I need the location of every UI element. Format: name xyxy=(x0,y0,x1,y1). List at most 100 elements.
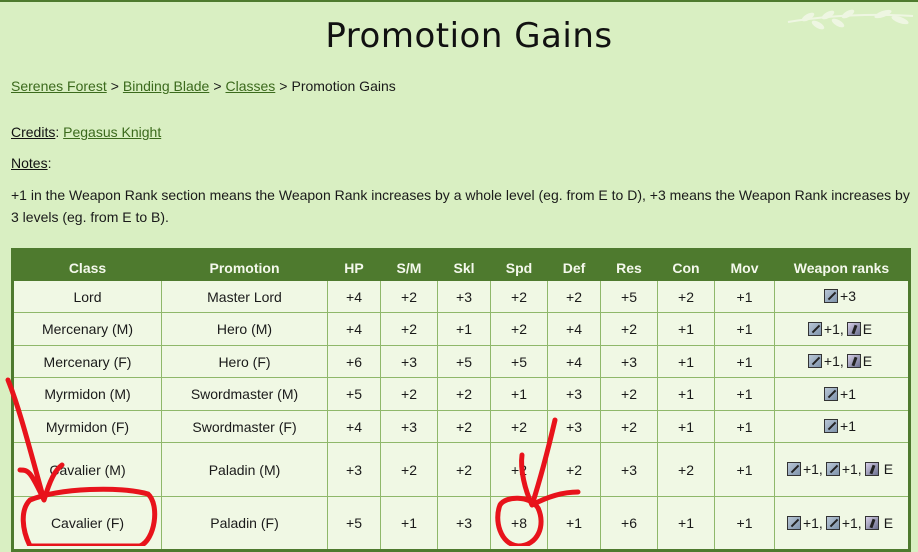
cell-mov: +1 xyxy=(714,280,775,313)
cell-spd: +2 xyxy=(490,312,548,346)
weapon-rank-item: +1, xyxy=(807,320,847,338)
cell-promotion: Paladin (F) xyxy=(161,496,328,551)
cell-def: +3 xyxy=(547,410,601,443)
cell-s-m: +3 xyxy=(380,345,438,378)
weapon-ranks-list: +1 xyxy=(824,385,859,403)
cell-mov: +1 xyxy=(714,345,775,378)
cell-spd: +2 xyxy=(490,442,548,497)
weapon-rank-value: E xyxy=(862,353,873,369)
column-header-weapon-ranks: Weapon ranks xyxy=(774,248,910,281)
breadcrumb-current: Promotion Gains xyxy=(291,78,396,94)
cell-def: +4 xyxy=(547,312,601,346)
cell-class: Cavalier (M) xyxy=(12,442,162,497)
weapon-ranks-list: +1, E xyxy=(807,320,875,338)
column-header-class: Class xyxy=(12,248,162,281)
cell-weapon-ranks: +1, E xyxy=(774,312,910,346)
weapon-ranks-list: +1, +1, E xyxy=(786,514,897,532)
cell-class: Myrmidon (M) xyxy=(12,377,162,411)
notes-text: +1 in the Weapon Rank section means the … xyxy=(11,187,910,225)
staff-icon xyxy=(846,321,861,336)
cell-con: +2 xyxy=(657,442,715,497)
cell-skl: +2 xyxy=(437,442,491,497)
breadcrumb-separator: > xyxy=(279,78,288,94)
cell-mov: +1 xyxy=(714,312,775,346)
weapon-rank-item: E xyxy=(846,320,875,338)
cell-promotion: Swordmaster (M) xyxy=(161,377,328,411)
cell-skl: +5 xyxy=(437,345,491,378)
credits-label[interactable]: Credits xyxy=(11,124,56,140)
cell-con: +2 xyxy=(657,280,715,313)
weapon-rank-item: +1, xyxy=(825,460,865,478)
credits-line: Credits: Pegasus Knight xyxy=(11,124,162,140)
weapon-rank-value: E xyxy=(862,320,873,337)
weapon-rank-value: +1, xyxy=(802,514,823,531)
breadcrumb-link-classes[interactable]: Classes xyxy=(225,78,276,94)
cell-res: +2 xyxy=(600,312,658,346)
column-header-skl: Skl xyxy=(437,248,491,281)
weapon-rank-item: +1 xyxy=(824,417,859,435)
weapon-ranks-list: +1 xyxy=(824,417,859,435)
table-row: Myrmidon (F) Swordmaster (F) +4 +3 +2 +2 +3 +2 +… xyxy=(12,410,910,443)
weapon-rank-item: +1 xyxy=(824,385,859,403)
weapon-rank-value: E xyxy=(883,461,894,477)
weapon-ranks-list: +3 xyxy=(824,287,859,305)
cell-res: +2 xyxy=(600,410,658,443)
cell-hp: +5 xyxy=(327,496,381,551)
cell-res: +3 xyxy=(600,345,658,378)
breadcrumb-link-serenes-forest[interactable]: Serenes Forest xyxy=(11,78,107,94)
weapon-rank-item: +1, xyxy=(786,514,826,532)
lance-icon xyxy=(807,354,822,368)
table-row: Cavalier (F) Paladin (F) +5 +1 +3 +8 +1 +6 +1 +1 +… xyxy=(12,496,910,551)
cell-hp: +5 xyxy=(327,377,381,411)
weapon-rank-value: +1, xyxy=(823,320,844,337)
cell-mov: +1 xyxy=(714,496,775,551)
weapon-ranks-list: +1, +1, E xyxy=(786,460,897,478)
cell-s-m: +2 xyxy=(380,280,438,313)
cell-s-m: +1 xyxy=(380,496,438,551)
weapon-rank-value: +1 xyxy=(840,418,856,434)
cell-promotion: Master Lord xyxy=(161,280,328,313)
weapon-rank-item: +3 xyxy=(824,287,859,305)
table-row: Mercenary (M) Hero (M) +4 +2 +1 +2 +4 +2 +1 +1 +1,… xyxy=(12,312,910,346)
cell-res: +5 xyxy=(600,280,658,313)
weapon-rank-item: E xyxy=(884,460,896,478)
lance-icon xyxy=(824,289,839,303)
cell-class: Cavalier (F) xyxy=(12,496,162,551)
cell-promotion: Paladin (M) xyxy=(161,442,328,497)
weapon-rank-value: +3 xyxy=(840,288,856,304)
notes-label[interactable]: Notes xyxy=(11,155,48,171)
cell-promotion: Hero (F) xyxy=(161,345,328,378)
cell-con: +1 xyxy=(657,496,715,551)
lance-icon xyxy=(786,515,801,530)
cell-skl: +2 xyxy=(437,377,491,411)
cell-skl: +1 xyxy=(437,312,491,346)
cell-def: +2 xyxy=(547,280,601,313)
cell-weapon-ranks: +1 xyxy=(774,410,910,443)
credits-link[interactable]: Pegasus Knight xyxy=(63,124,162,140)
cell-weapon-ranks: +1, +1, E xyxy=(774,496,910,551)
lance-icon xyxy=(825,515,840,530)
weapon-rank-item: +1, xyxy=(807,352,847,370)
staff-icon xyxy=(864,462,879,476)
weapon-rank-value: +1, xyxy=(841,461,862,477)
cell-con: +1 xyxy=(657,377,715,411)
column-header-promotion: Promotion xyxy=(161,248,328,281)
breadcrumb-link-binding-blade[interactable]: Binding Blade xyxy=(122,78,210,94)
cell-hp: +3 xyxy=(327,442,381,497)
cell-s-m: +2 xyxy=(380,442,438,497)
cell-con: +1 xyxy=(657,312,715,346)
cell-promotion: Hero (M) xyxy=(161,312,328,346)
cell-class: Myrmidon (F) xyxy=(12,410,162,443)
cell-spd: +2 xyxy=(490,280,548,313)
cell-hp: +4 xyxy=(327,410,381,443)
column-header-def: Def xyxy=(547,248,601,281)
lance-icon xyxy=(824,386,839,401)
cell-class: Mercenary (F) xyxy=(12,345,162,378)
cell-skl: +2 xyxy=(437,410,491,443)
cell-weapon-ranks: +1, E xyxy=(774,345,910,378)
cell-def: +2 xyxy=(547,442,601,497)
weapon-rank-value: +1, xyxy=(802,461,823,477)
table-row: Mercenary (F) Hero (F) +6 +3 +5 +5 +4 +3 +1 +1 +1,… xyxy=(12,345,910,378)
cell-skl: +3 xyxy=(437,496,491,551)
table-header-row: Class Promotion HP S/M Skl Spd Def Res Con Mov Wea… xyxy=(12,248,910,281)
